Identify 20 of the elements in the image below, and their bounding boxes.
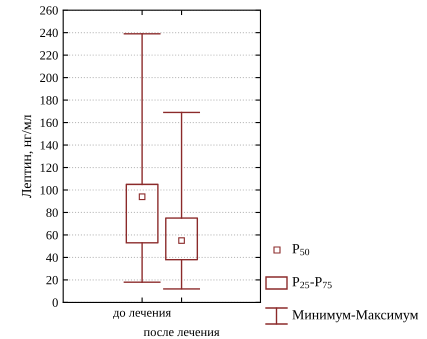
- y-tick-label: 100: [40, 186, 58, 194]
- y-tick-label: 0: [52, 298, 58, 307]
- y-tick-label: 80: [46, 208, 58, 217]
- y-tick-label: 20: [46, 276, 58, 284]
- y-tick-label: 40: [46, 253, 58, 262]
- y-tick-label: 120: [40, 164, 58, 172]
- y-tick-label: 60: [46, 230, 58, 240]
- y-tick-label: 180: [40, 96, 58, 105]
- y-tick-label: 140: [40, 141, 58, 150]
- y-tick-label: 160: [40, 118, 58, 128]
- text: P$_{25}$-P$_{75}$: [292, 277, 332, 288]
- text: P$_{50}$: [292, 244, 310, 256]
- x-tick-label: после лечения: [144, 330, 220, 336]
- text: Минимум-Максимум: [292, 310, 418, 322]
- y-axis-title: Лептин, нг/мл: [22, 114, 34, 198]
- y-tick-label: 200: [40, 74, 58, 82]
- y-tick-label: 220: [40, 51, 58, 60]
- y-tick-label: 240: [40, 28, 58, 38]
- x-tick-label: до лечения: [113, 310, 171, 320]
- y-tick-label: 260: [40, 6, 58, 15]
